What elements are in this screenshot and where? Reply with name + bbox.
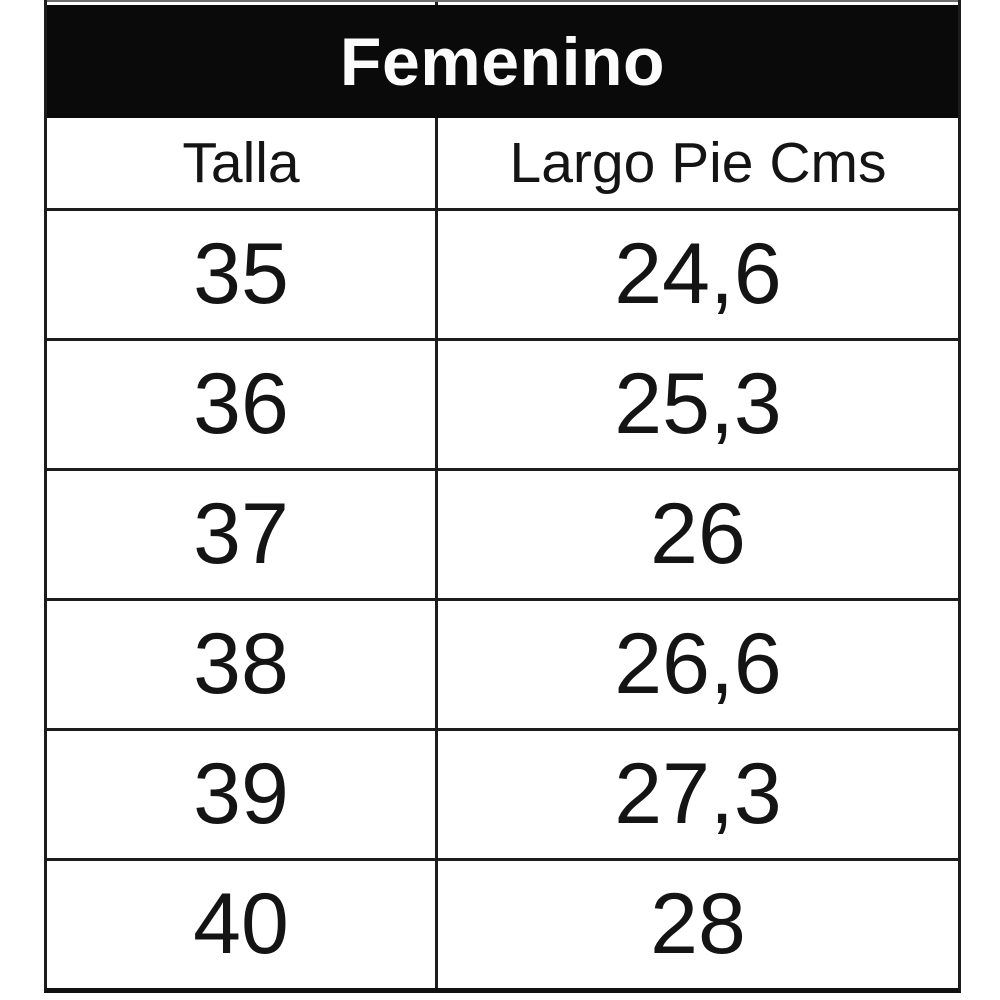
largo-pie-value: 26,6 xyxy=(435,601,958,728)
talla-value: 37 xyxy=(193,486,289,582)
largo-pie-value: 26 xyxy=(435,471,958,598)
table-row: 37 26 xyxy=(47,468,958,598)
header-row: Talla Largo Pie Cms xyxy=(47,118,958,208)
largo-pie-value: 25,3 xyxy=(435,341,958,468)
talla-value: 39 xyxy=(193,746,289,842)
talla-value: 38 xyxy=(193,616,289,712)
largo-pie-value: 24,6 xyxy=(435,211,958,338)
table-row: 36 25,3 xyxy=(47,338,958,468)
talla-value: 36 xyxy=(193,356,289,452)
table-row: 38 26,6 xyxy=(47,598,958,728)
cropped-cell xyxy=(47,2,435,5)
column-header-largo-pie-cms: Largo Pie Cms xyxy=(435,118,958,208)
largo-pie-value: 28 xyxy=(435,861,958,988)
table-body: 35 24,6 36 25,3 37 26 38 26,6 39 27,3 40 28 xyxy=(47,208,958,988)
size-chart-table: Femenino Talla Largo Pie Cms 35 24,6 36 25,… xyxy=(44,0,961,993)
talla-value: 40 xyxy=(193,876,289,972)
cropped-row-sliver xyxy=(47,0,958,5)
table-row: 40 28 xyxy=(47,858,958,988)
largo-pie-value: 27,3 xyxy=(435,731,958,858)
talla-value: 35 xyxy=(193,226,289,322)
cropped-cell xyxy=(435,2,958,5)
column-header-talla: Talla xyxy=(182,131,300,195)
table-row: 35 24,6 xyxy=(47,208,958,338)
table-row: 39 27,3 xyxy=(47,728,958,858)
table-title: Femenino xyxy=(47,5,958,118)
